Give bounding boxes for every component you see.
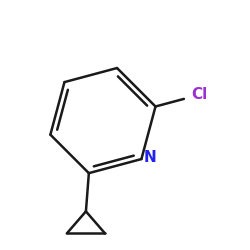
- Text: Cl: Cl: [192, 87, 208, 102]
- Text: N: N: [143, 150, 156, 165]
